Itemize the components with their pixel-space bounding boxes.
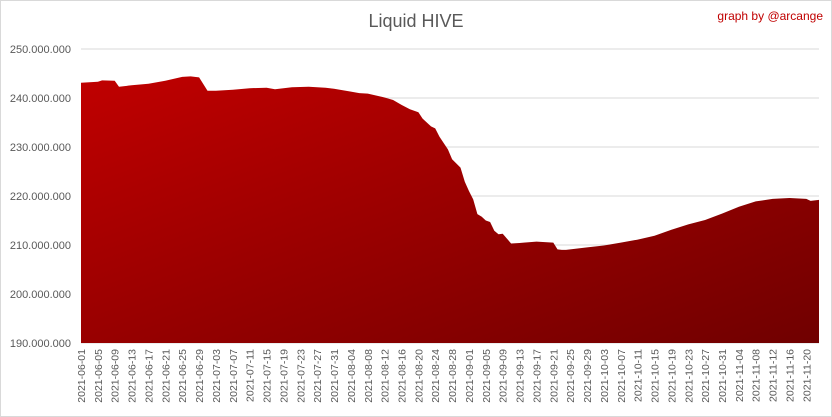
x-tick-label: 2021-09-01 — [464, 349, 476, 403]
x-tick-label: 2021-06-21 — [160, 349, 172, 403]
x-tick-label: 2021-09-29 — [582, 349, 594, 403]
x-tick-label: 2021-06-17 — [144, 349, 156, 403]
x-tick-label: 2021-08-08 — [363, 349, 375, 403]
chart-title: Liquid HIVE — [368, 11, 464, 31]
x-tick-label: 2021-09-05 — [481, 349, 493, 403]
x-tick-label: 2021-07-15 — [262, 349, 274, 403]
y-tick-label: 190.000.000 — [10, 338, 71, 350]
y-tick-label: 220.000.000 — [10, 191, 71, 203]
x-tick-label: 2021-10-07 — [616, 349, 628, 403]
x-tick-label: 2021-09-09 — [498, 349, 510, 403]
y-tick-label: 230.000.000 — [10, 142, 71, 154]
liquid-hive-area — [81, 76, 819, 344]
x-tick-label: 2021-08-24 — [430, 349, 442, 403]
x-tick-label: 2021-06-13 — [127, 349, 139, 403]
y-tick-label: 210.000.000 — [10, 240, 71, 252]
x-tick-label: 2021-06-09 — [110, 349, 122, 403]
x-tick-label: 2021-08-12 — [380, 349, 392, 403]
x-tick-label: 2021-10-23 — [683, 349, 695, 403]
x-tick-label: 2021-10-03 — [599, 349, 611, 403]
x-tick-label: 2021-09-21 — [548, 349, 560, 403]
x-tick-label: 2021-07-11 — [245, 349, 257, 402]
chart-credit: graph by @arcange — [717, 9, 823, 23]
x-tick-label: 2021-10-31 — [717, 349, 729, 403]
x-tick-label: 2021-09-17 — [532, 349, 544, 403]
x-tick-label: 2021-09-25 — [565, 349, 577, 403]
x-tick-label: 2021-07-31 — [329, 349, 341, 403]
x-tick-label: 2021-06-25 — [177, 349, 189, 403]
x-tick-label: 2021-07-23 — [295, 349, 307, 403]
x-tick-label: 2021-10-19 — [666, 349, 678, 403]
y-tick-label: 240.000.000 — [10, 93, 71, 105]
x-tick-label: 2021-08-28 — [447, 349, 459, 403]
x-tick-label: 2021-11-20 — [801, 349, 813, 402]
x-tick-label: 2021-08-16 — [397, 349, 409, 403]
x-tick-label: 2021-08-04 — [346, 349, 358, 403]
x-tick-label: 2021-11-08 — [751, 349, 763, 402]
x-tick-label: 2021-10-27 — [700, 349, 712, 403]
x-tick-label: 2021-11-12 — [768, 349, 780, 402]
x-tick-label: 2021-07-19 — [278, 349, 290, 403]
x-tick-label: 2021-07-27 — [312, 349, 324, 403]
x-tick-label: 2021-09-13 — [515, 349, 527, 403]
x-tick-label: 2021-06-01 — [76, 349, 88, 403]
x-tick-label: 2021-06-29 — [194, 349, 206, 403]
x-tick-label: 2021-06-05 — [93, 349, 105, 403]
x-tick-label: 2021-10-11 — [633, 349, 645, 402]
x-tick-label: 2021-10-15 — [650, 349, 662, 403]
x-tick-label: 2021-08-20 — [413, 349, 425, 403]
x-tick-label: 2021-11-16 — [785, 349, 797, 402]
y-tick-label: 200.000.000 — [10, 289, 71, 301]
x-tick-label: 2021-07-03 — [211, 349, 223, 403]
x-tick-label: 2021-11-04 — [734, 349, 746, 402]
y-tick-label: 250.000.000 — [10, 44, 71, 56]
x-tick-label: 2021-07-07 — [228, 349, 240, 403]
